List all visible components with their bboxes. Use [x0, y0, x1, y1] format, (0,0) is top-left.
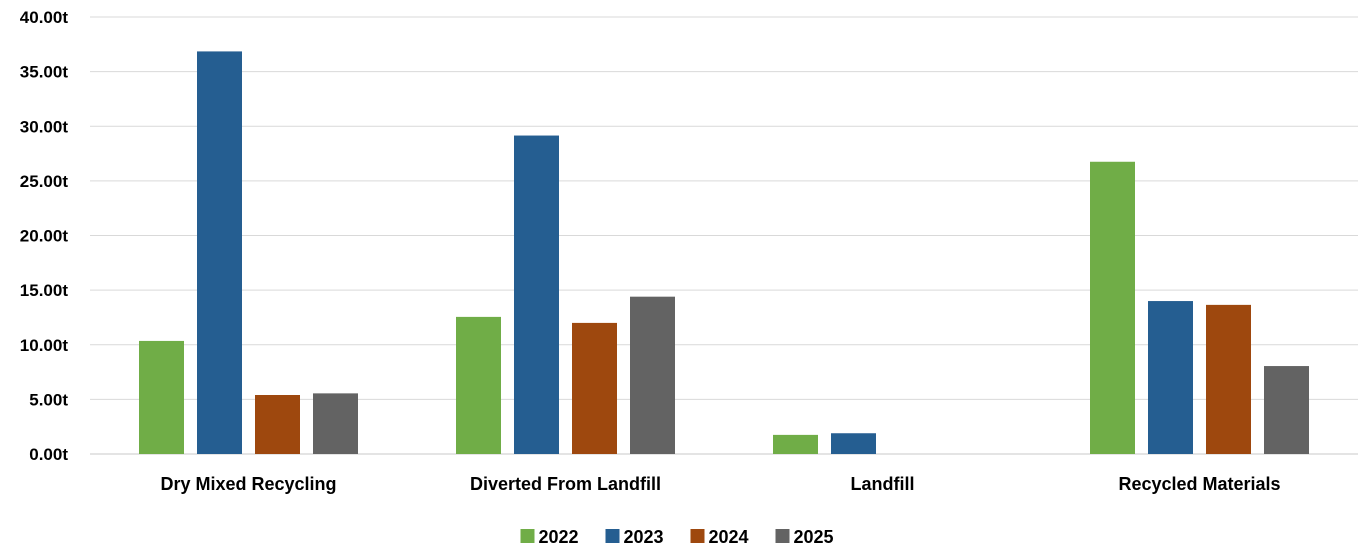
bar-2024	[255, 395, 300, 454]
legend-swatch	[605, 529, 620, 543]
bar-2022	[773, 434, 818, 454]
legend-swatch	[775, 529, 790, 543]
gridlines	[90, 16, 1358, 455]
legend-label: 2023	[624, 527, 664, 547]
bar-2025	[1264, 366, 1309, 454]
y-tick-label: 40.00t	[20, 8, 69, 27]
y-tick-label: 35.00t	[20, 63, 69, 82]
y-tick-label: 30.00t	[20, 117, 69, 136]
legend-swatch	[690, 529, 705, 543]
bar-2023	[831, 433, 876, 454]
x-axis: Dry Mixed Recycling Diverted From Landfil…	[160, 474, 1280, 494]
y-tick-label: 0.00t	[29, 445, 68, 464]
x-tick-label: Landfill	[851, 474, 915, 494]
legend-swatch	[520, 529, 535, 543]
bar-2024	[1206, 304, 1251, 454]
legend-label: 2022	[539, 527, 579, 547]
legend-label: 2025	[794, 527, 834, 547]
bar-2023	[514, 135, 559, 454]
bars	[139, 51, 1309, 454]
bar-2025	[313, 393, 358, 454]
y-tick-label: 20.00t	[20, 227, 69, 246]
y-tick-label: 5.00t	[29, 390, 68, 409]
x-tick-label: Recycled Materials	[1118, 474, 1280, 494]
bar-2024	[572, 322, 617, 454]
x-tick-label: Diverted From Landfill	[470, 474, 661, 494]
bar-2023	[1148, 301, 1193, 454]
legend-label: 2024	[709, 527, 749, 547]
legend: 2022 2023 2024 2025	[520, 527, 834, 547]
y-axis: 0.00t 5.00t 10.00t 15.00t 20.00t 25.00t 30.00t…	[20, 8, 69, 464]
bar-2025	[630, 296, 675, 454]
bar-2022	[139, 340, 184, 454]
y-tick-label: 10.00t	[20, 336, 69, 355]
x-tick-label: Dry Mixed Recycling	[160, 474, 336, 494]
bar-2022	[1090, 161, 1135, 454]
bar-2023	[197, 51, 242, 454]
y-tick-label: 15.00t	[20, 281, 69, 300]
y-tick-label: 25.00t	[20, 172, 69, 191]
bar-2022	[456, 316, 501, 454]
